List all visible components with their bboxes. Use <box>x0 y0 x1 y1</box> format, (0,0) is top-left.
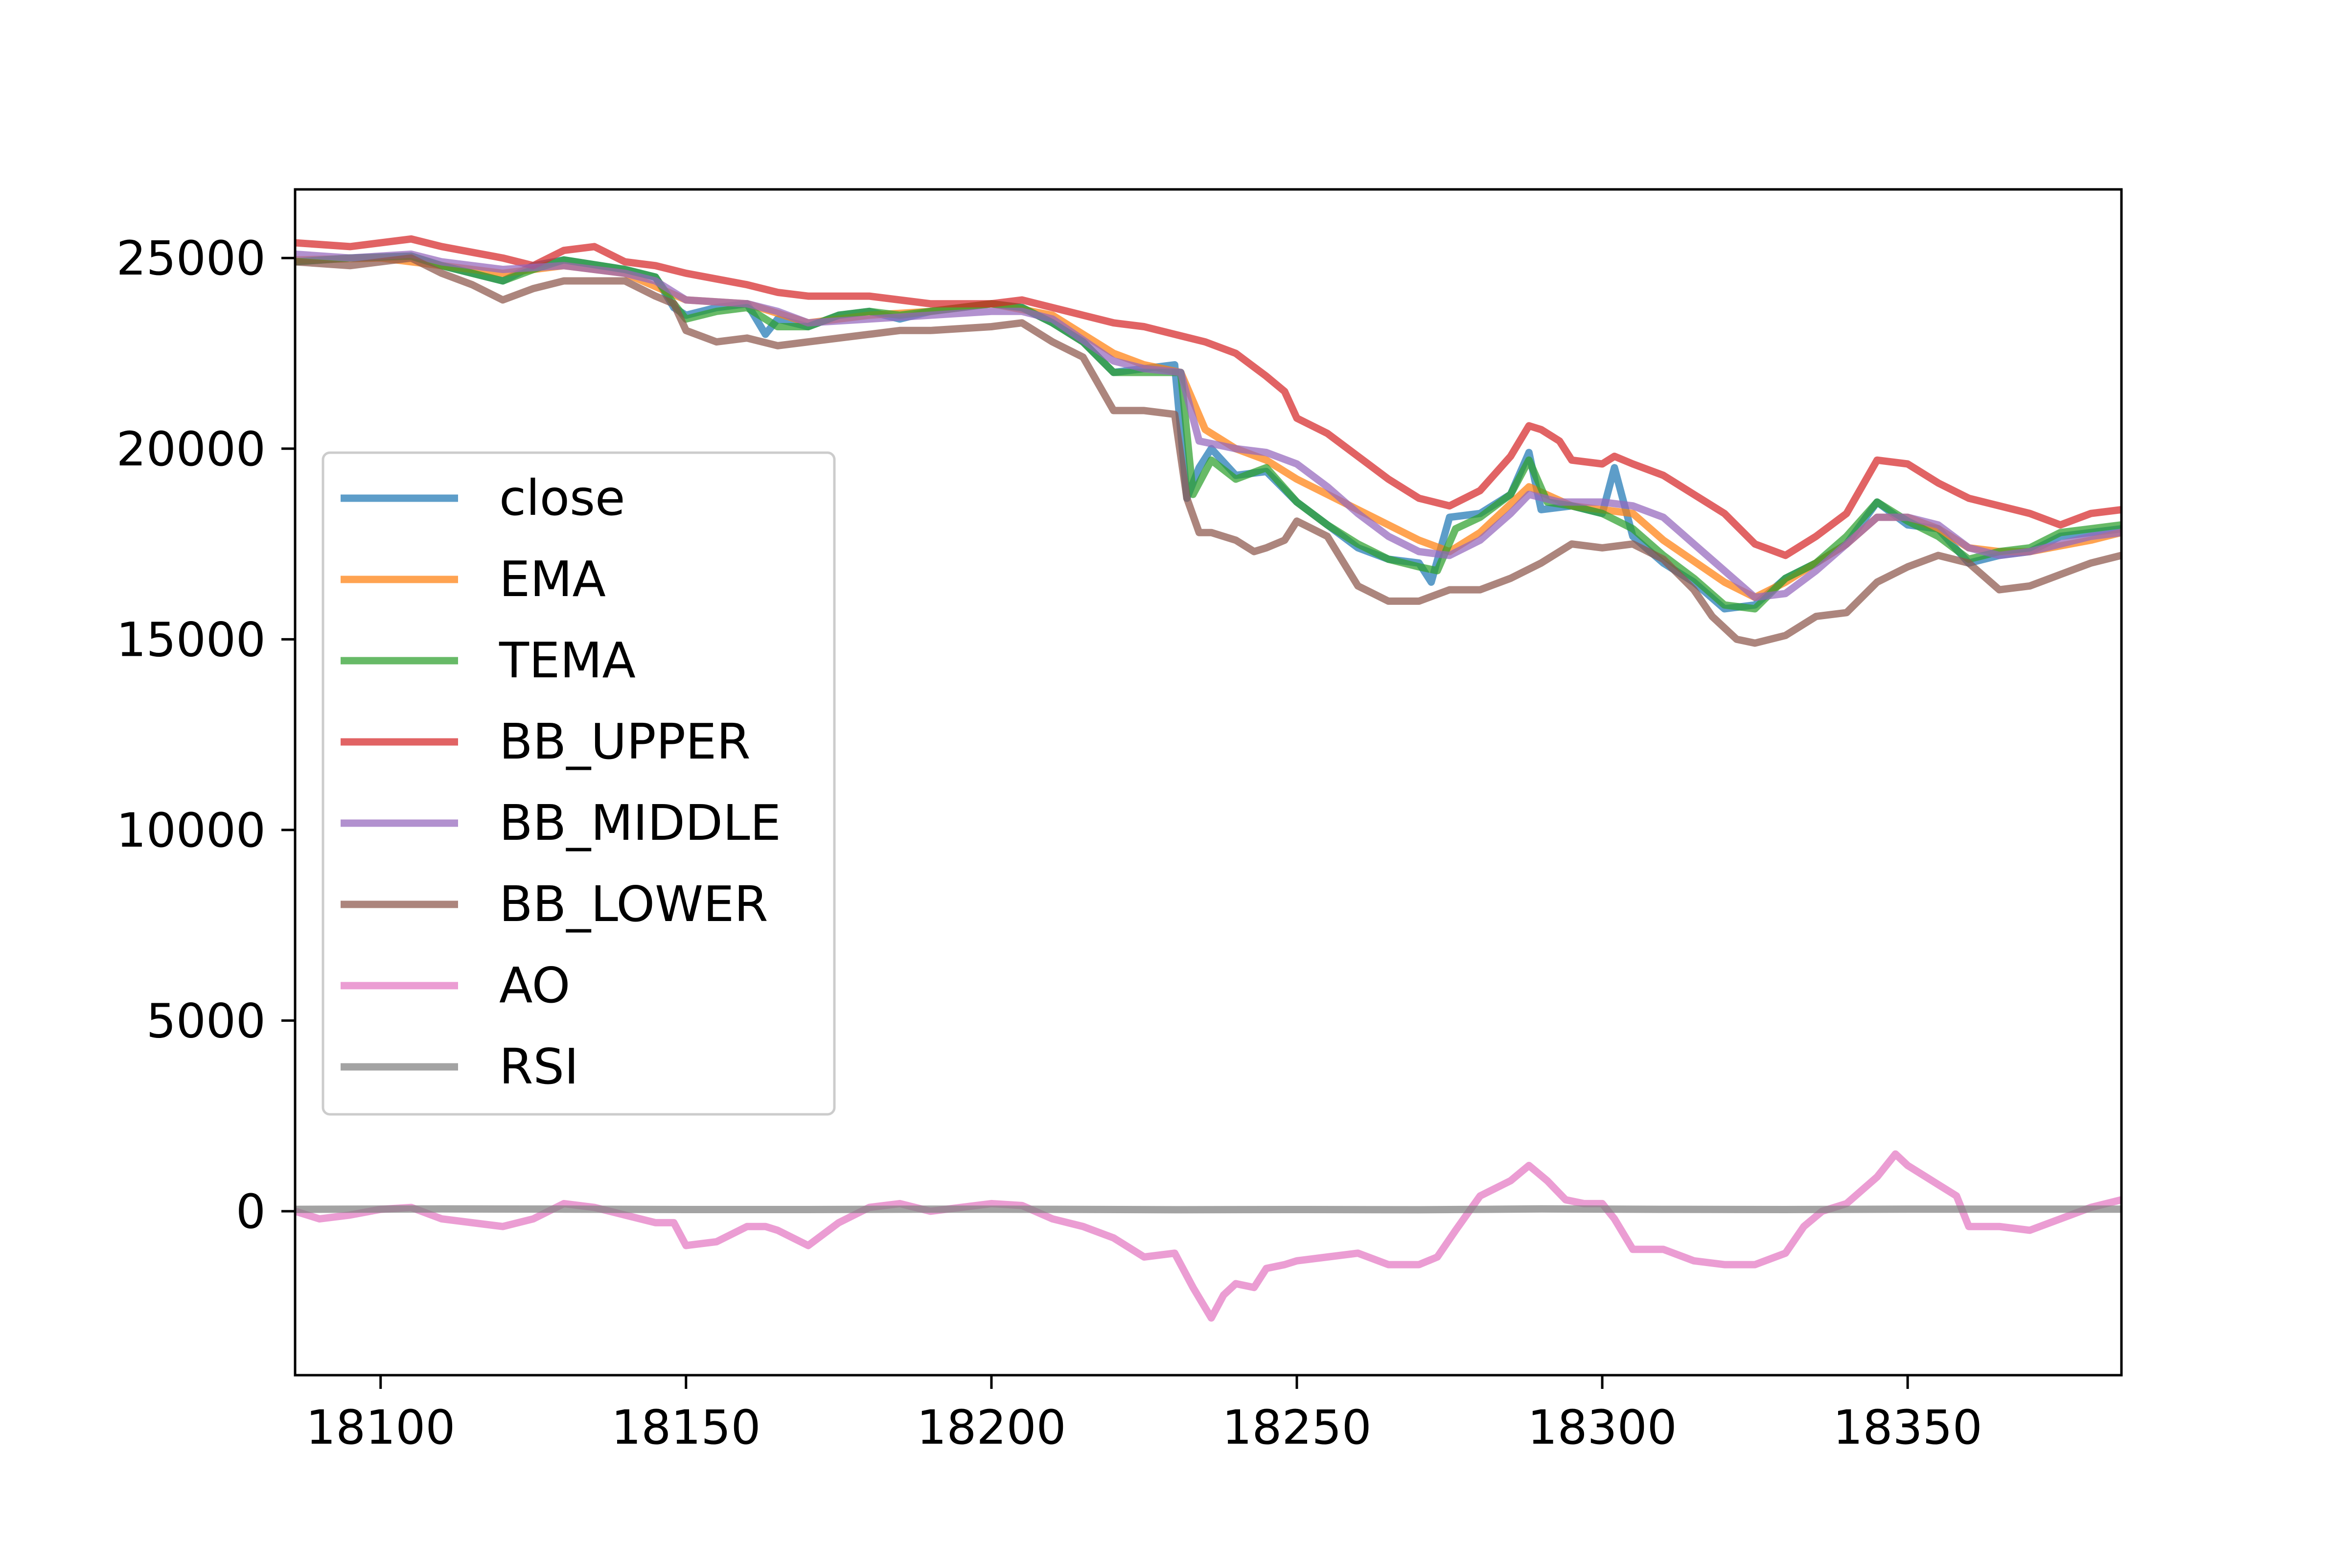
x-tick-label: 18300 <box>1527 1400 1677 1455</box>
legend-label-ao: AO <box>499 957 570 1014</box>
y-tick-label: 5000 <box>146 993 266 1048</box>
x-tick-label: 18350 <box>1833 1400 1982 1455</box>
series-line-rsi <box>295 1205 2121 1214</box>
y-tick-label: 25000 <box>116 231 266 286</box>
series-line-ao <box>295 1150 2121 1322</box>
plot-frame <box>294 188 2123 1377</box>
x-tick-label: 18100 <box>306 1400 455 1455</box>
legend-label-rsi: RSI <box>499 1038 578 1095</box>
legend-label-bb-upper: BB_UPPER <box>499 713 751 770</box>
y-tick-label: 0 <box>236 1184 266 1239</box>
legend-label-ema: EMA <box>499 551 606 608</box>
series-line-bb-upper <box>295 235 2121 559</box>
series-line-tema <box>295 252 2121 613</box>
legend-label-bb-middle: BB_MIDDLE <box>499 794 781 852</box>
x-tick-label: 18150 <box>611 1400 760 1455</box>
legend-label-close: close <box>499 469 625 527</box>
series-layer <box>295 235 2121 1322</box>
series-line-bb-lower <box>295 254 2121 647</box>
series-line-bb-middle <box>295 250 2121 601</box>
legend-label-tema: TEMA <box>499 632 636 689</box>
x-tick-label: 18250 <box>1222 1400 1371 1455</box>
legend-label-bb-lower: BB_LOWER <box>499 876 768 933</box>
axes-layer: 18100 18150 18200 18250 18300 18350 0 5000 10000… <box>116 188 2123 1455</box>
x-tick-label: 18200 <box>917 1400 1066 1455</box>
legend: close EMA TEMA BB_UPPER BB_MIDDLE BB_LOWER AO R… <box>322 451 836 1116</box>
y-tick-label: 10000 <box>116 803 266 858</box>
y-tick-label: 15000 <box>116 612 266 667</box>
legend-box <box>322 451 836 1116</box>
y-tick-label: 20000 <box>116 422 266 477</box>
